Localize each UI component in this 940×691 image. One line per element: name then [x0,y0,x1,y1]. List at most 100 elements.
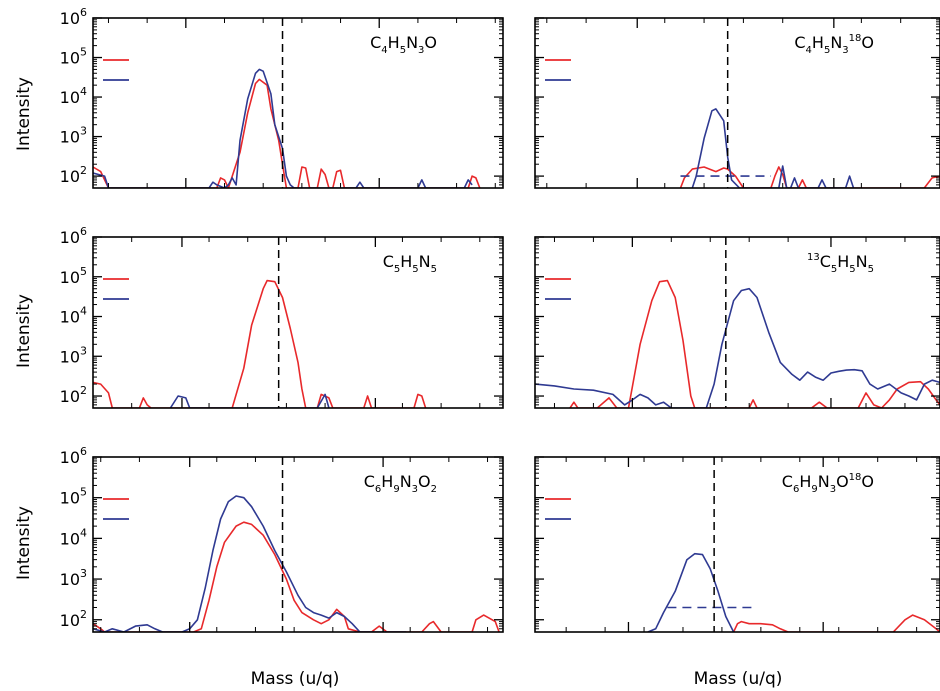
y-tick-mantissa: 10 [60,128,80,147]
y-tick-mantissa: 10 [60,489,80,508]
formula-part: 5 [868,264,874,275]
plot-area [93,279,427,408]
plot-area [535,279,940,408]
y-tick-exponent: 2 [80,384,87,397]
y-tick-mantissa: 10 [60,611,80,630]
molecular-formula: C6H9N3O18O [782,472,874,495]
series-line-p5coi [691,108,855,188]
y-tick-label: 104 [60,305,87,327]
y-tick-exponent: 3 [80,567,87,580]
panel-frame [534,17,940,189]
y-tick-mantissa: 10 [60,448,80,467]
y-tick-label: 103 [60,125,87,147]
formula-part: O [861,33,874,52]
formula-part: 9 [811,484,817,495]
formula-part: 4 [806,45,812,56]
x-axis-label-left: Mass (u/q) [251,669,340,689]
formula-part: 3 [412,484,418,495]
y-axis-label-middle: Intensity [14,294,34,368]
y-tick-mantissa: 10 [60,308,80,327]
formula-part: C [364,472,375,491]
molecular-formula: C5H5N5 [383,252,437,275]
series-line-p2 [569,279,940,408]
y-tick-exponent: 5 [80,46,87,59]
formula-part: H [388,33,400,52]
formula-part: 3 [830,484,836,495]
y-tick-exponent: 4 [80,85,87,98]
molecular-formula: C6H9N3O2 [364,472,437,495]
plot-area [93,68,481,188]
molecular-formula: C4H5N318O [794,33,874,56]
y-tick-label: 104 [60,85,87,107]
panel-frame [92,17,504,189]
y-tick-mantissa: 10 [60,167,80,186]
formula-part: N [400,472,412,491]
formula-part: 5 [849,264,855,275]
formula-part: H [837,252,849,271]
plot-area [647,552,940,632]
formula-part: H [381,472,393,491]
y-tick-label: 102 [60,384,87,406]
formula-part: 5 [431,264,437,275]
series-line-p2coi [93,495,407,632]
y-tick-label: 104 [60,526,87,548]
formula-part: H [400,252,412,271]
y-tick-label: 102 [60,608,87,630]
formula-part: 5 [394,264,400,275]
formula-part: 18 [849,472,862,483]
y-tick-label: 105 [60,486,87,508]
formula-part: 2 [431,484,437,495]
formula-part: C [782,472,793,491]
formula-part: N [419,252,431,271]
formula-part: 6 [793,484,799,495]
y-tick-label: 102 [60,164,87,186]
molecular-formula: C4H5N3O [370,33,437,56]
series-line-p5coi [93,68,473,188]
formula-part: N [406,33,418,52]
series-line-p2coi [647,552,735,632]
y-tick-exponent: 2 [80,164,87,177]
formula-part: 3 [842,45,848,56]
x-axis-label-right: Mass (u/q) [694,669,783,689]
y-tick-mantissa: 10 [60,49,80,68]
y-tick-exponent: 6 [80,445,87,458]
formula-part: 5 [412,264,418,275]
formula-part: 9 [393,484,399,495]
formula-part: C [383,252,394,271]
panel-B: C4H5N318O [534,17,940,189]
formula-part: 13 [807,252,820,263]
formula-part: O [418,472,431,491]
formula-part: H [799,472,811,491]
formula-part: N [830,33,842,52]
y-tick-mantissa: 10 [60,387,80,406]
formula-part: C [820,252,831,271]
formula-part: O [424,33,437,52]
series-line-p2co [732,614,940,632]
y-tick-exponent: 4 [80,305,87,318]
formula-part: 18 [849,33,862,44]
y-tick-mantissa: 10 [60,88,80,107]
formula-part: O [861,472,874,491]
formula-part: C [370,33,381,52]
molecular-formula: 13C5H5N5 [807,252,874,275]
y-tick-label: 105 [60,46,87,68]
y-tick-label: 106 [60,6,87,28]
formula-part: N [856,252,868,271]
series-line-p5co [93,78,481,188]
y-tick-mantissa: 10 [60,570,80,589]
panel-D: 13C5H5N5 [534,236,940,409]
y-tick-label: 106 [60,445,87,467]
y-tick-exponent: 3 [80,344,87,357]
formula-part: 3 [418,45,424,56]
series-line-p5co [679,166,940,188]
formula-part: 4 [381,45,387,56]
formula-part: N [818,472,830,491]
formula-part: C [794,33,805,52]
y-tick-exponent: 5 [80,486,87,499]
series-line-p2i [169,393,330,408]
y-tick-label: 105 [60,265,87,287]
